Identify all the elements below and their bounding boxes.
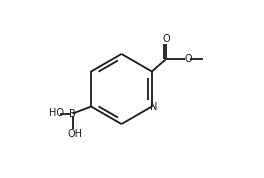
Text: OH: OH (67, 129, 82, 139)
Text: O: O (163, 34, 171, 44)
Text: B: B (69, 109, 76, 119)
Text: HO: HO (49, 108, 64, 118)
Text: N: N (150, 102, 157, 112)
Text: O: O (185, 54, 192, 64)
